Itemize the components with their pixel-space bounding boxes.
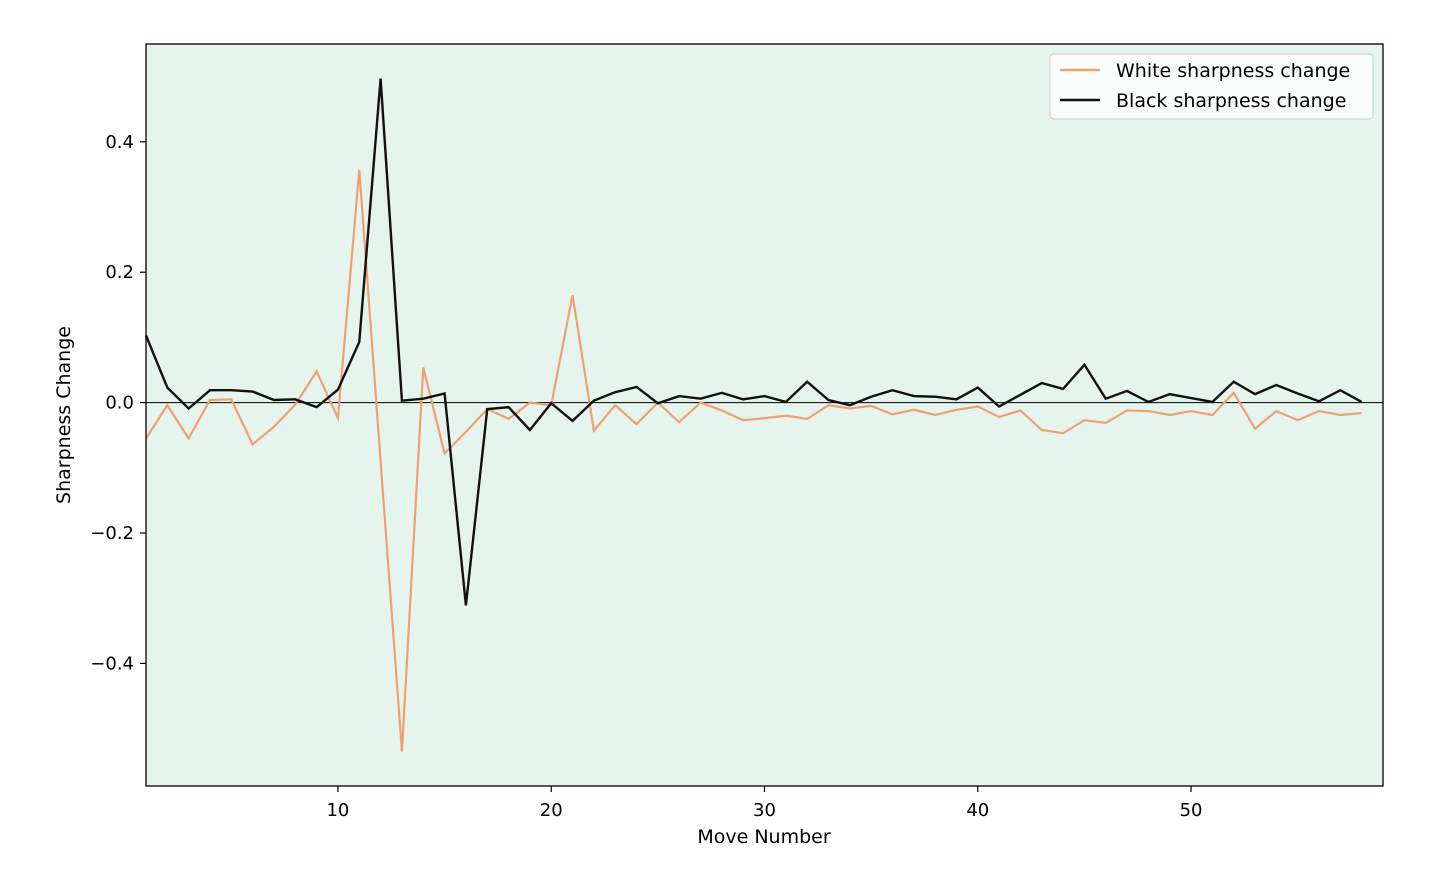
plot-area xyxy=(146,44,1383,786)
y-tick-label: 0.0 xyxy=(105,393,134,414)
series-line-white xyxy=(145,169,1362,752)
legend-label: Black sharpness change xyxy=(1116,90,1346,112)
x-tick-label: 20 xyxy=(540,800,563,821)
x-tick-label: 40 xyxy=(966,800,989,821)
legend-box xyxy=(1049,53,1374,120)
x-tick-label: 10 xyxy=(326,800,349,821)
series-line-black xyxy=(144,78,1363,606)
y-tick-label: 0.2 xyxy=(105,262,134,283)
y-axis-label: Sharpness Change xyxy=(53,326,75,504)
x-tick-label: 30 xyxy=(753,800,776,821)
y-tick-label: −0.2 xyxy=(90,523,134,544)
y-tick-label: −0.4 xyxy=(90,653,134,674)
x-tick-label: 50 xyxy=(1180,800,1203,821)
legend-label: White sharpness change xyxy=(1116,60,1350,82)
legend: White sharpness change Black sharpness ch… xyxy=(1049,53,1374,120)
y-tick-label: 0.4 xyxy=(105,132,134,153)
x-axis-label: Move Number xyxy=(697,826,831,848)
plot-frame xyxy=(145,43,1384,787)
